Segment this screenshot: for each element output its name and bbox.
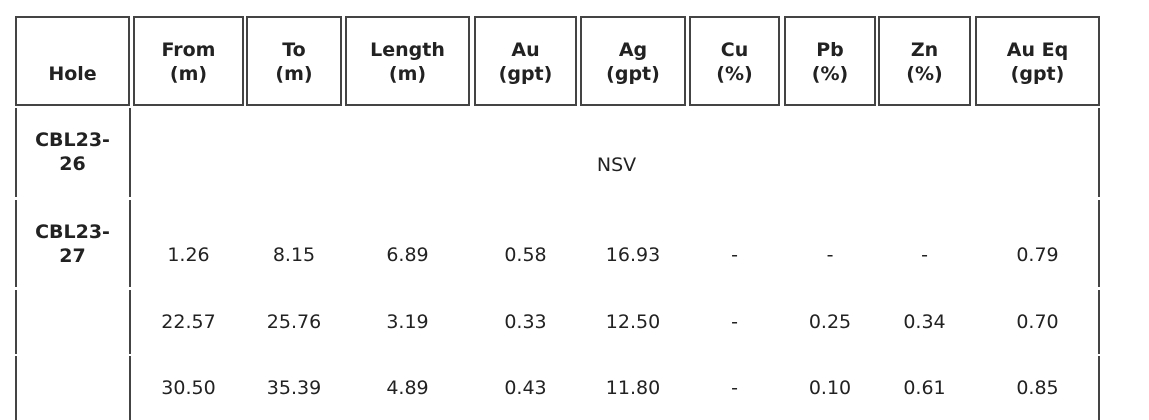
- header-name: Length: [370, 39, 445, 61]
- data-cell: 4.89: [386, 377, 429, 399]
- cell-border: [129, 108, 131, 197]
- cell-border: [1098, 200, 1100, 287]
- header-unit: (m): [169, 63, 208, 85]
- hole-cell: CBL23-26: [15, 108, 130, 197]
- hole-id: CBL23-26: [35, 129, 110, 175]
- data-cell: 0.33: [504, 311, 547, 333]
- header-cell: Cu (%): [689, 16, 780, 106]
- header-name: Cu: [720, 39, 749, 61]
- hole-id: CBL23-27: [35, 221, 110, 267]
- cell-border: [129, 200, 131, 287]
- data-cell: 11.80: [605, 377, 661, 399]
- cell-border: [1098, 356, 1100, 420]
- data-cell: 0.79: [1016, 244, 1059, 266]
- header-unit: (%): [811, 63, 849, 85]
- data-cell: 0.25: [808, 311, 852, 333]
- header-unit: (gpt): [606, 63, 660, 85]
- data-cell: 0.34: [903, 311, 946, 333]
- data-cell: 30.50: [161, 377, 216, 399]
- data-cell: -: [826, 244, 834, 266]
- cell-border: [129, 356, 131, 420]
- header-cell: Zn (%): [878, 16, 971, 106]
- header-unit: (%): [906, 63, 943, 85]
- header-name: Au: [511, 39, 540, 61]
- note-cell: NSV: [596, 154, 637, 176]
- header-name: To: [282, 39, 306, 61]
- header-name: Pb: [816, 39, 844, 61]
- header-cell: Hole: [15, 16, 130, 106]
- data-cell: 35.39: [266, 377, 322, 399]
- cell-border: [15, 108, 17, 197]
- cell-border: [1098, 108, 1100, 197]
- header-name: Hole: [48, 63, 97, 85]
- header-unit: (m): [275, 63, 313, 85]
- header-name: Au Eq: [1006, 39, 1069, 61]
- data-cell: -: [731, 377, 738, 399]
- data-cell: 12.50: [605, 311, 661, 333]
- data-cell: -: [731, 311, 738, 333]
- data-cell: 22.57: [161, 311, 216, 333]
- cell-border: [15, 200, 17, 287]
- data-cell: 3.19: [386, 311, 429, 333]
- data-cell: 0.43: [504, 377, 547, 399]
- data-cell: 0.85: [1016, 377, 1059, 399]
- cell-border: [15, 356, 17, 420]
- data-cell: -: [731, 244, 738, 266]
- header-unit: (gpt): [1010, 63, 1065, 85]
- data-cell: 16.93: [605, 244, 661, 266]
- cell-border: [129, 290, 131, 354]
- header-cell: Au (gpt): [474, 16, 577, 106]
- header-cell: To (m): [246, 16, 342, 106]
- header-unit: (m): [388, 63, 427, 85]
- data-cell: -: [921, 244, 928, 266]
- header-name: From: [161, 39, 216, 61]
- header-cell: Pb (%): [784, 16, 876, 106]
- data-cell: 6.89: [386, 244, 429, 266]
- header-cell: Au Eq (gpt): [975, 16, 1100, 106]
- header-cell: Length (m): [345, 16, 470, 106]
- header-name: Ag: [618, 39, 648, 61]
- header-unit: (gpt): [498, 63, 553, 85]
- header-unit: (%): [716, 63, 753, 85]
- header-cell: Ag (gpt): [580, 16, 686, 106]
- data-cell: 8.15: [272, 244, 316, 266]
- header-cell: From (m): [133, 16, 244, 106]
- data-cell: 1.26: [167, 244, 210, 266]
- data-cell: 0.70: [1016, 311, 1059, 333]
- data-cell: 0.61: [903, 377, 946, 399]
- cell-border: [15, 290, 17, 354]
- data-cell: 25.76: [266, 311, 322, 333]
- cell-border: [1098, 290, 1100, 354]
- data-cell: 0.58: [504, 244, 547, 266]
- hole-cell: CBL23-27: [15, 200, 130, 287]
- data-cell: 0.10: [808, 377, 852, 399]
- header-name: Zn: [910, 39, 939, 61]
